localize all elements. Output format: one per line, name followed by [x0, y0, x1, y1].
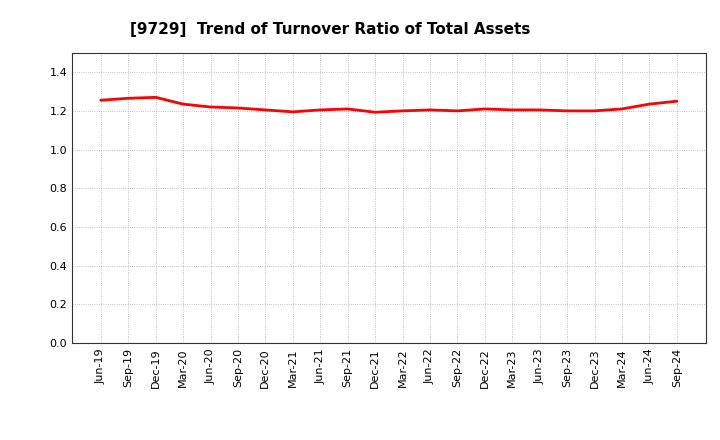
- Text: [9729]  Trend of Turnover Ratio of Total Assets: [9729] Trend of Turnover Ratio of Total …: [130, 22, 530, 37]
